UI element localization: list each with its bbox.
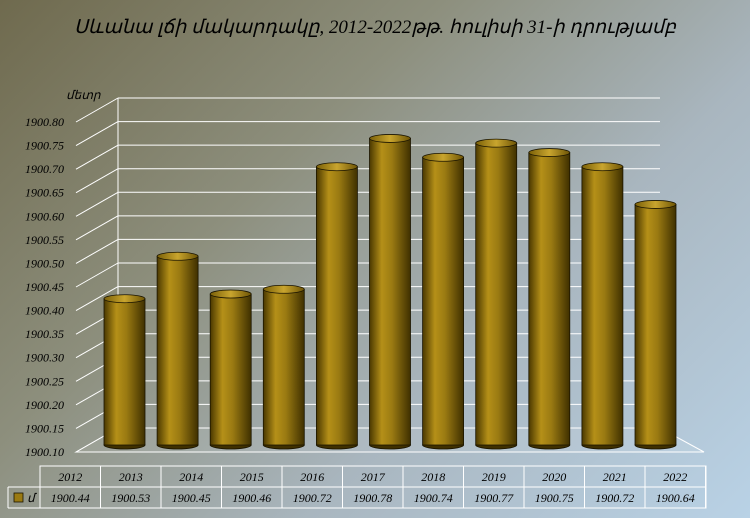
gridline-diag [75,97,119,123]
y-tick-label: 1900.55 [25,233,64,247]
y-tick-label: 1900.40 [25,304,64,318]
gridline-diag [75,191,119,217]
y-tick-label: 1900.50 [25,256,64,270]
gridline-diag [75,215,119,241]
x-tick-label: 2021 [603,470,627,484]
chart-title: Սևանա լճի մակարդակը, 2012-2022թթ. հուլիս… [74,17,676,38]
legend-label: մ [27,491,38,505]
gridline-diag [75,121,119,147]
x-tick-label: 2017 [361,470,386,484]
bar [103,294,146,450]
y-tick-label: 1900.80 [25,115,64,129]
gridline-diag [75,286,119,312]
y-tick-label: 1900.65 [25,186,64,200]
data-label: 1900.72 [293,491,332,505]
data-label: 1900.53 [111,491,150,505]
x-tick-label: 2020 [542,470,566,484]
bars-layer [103,134,677,450]
y-tick-label: 1900.10 [25,445,64,459]
x-tick-label: 2014 [179,470,203,484]
y-axis-ticks: 1900.10 1900.15 1900.20 1900.25 1900.30 1900.… [25,115,64,459]
bar [475,138,518,450]
y-tick-label: 1900.25 [25,374,64,388]
bar [528,148,571,450]
data-label: 1900.46 [232,491,271,505]
bar [262,284,305,450]
y-tick-label: 1900.20 [25,398,64,412]
gridline-diag [75,238,119,264]
x-tick-label: 2022 [663,470,687,484]
y-tick-label: 1900.75 [25,139,64,153]
y-tick-label: 1900.30 [25,351,64,365]
y-tick-label: 1900.70 [25,162,64,176]
y-tick-label: 1900.45 [25,280,64,294]
bar [581,162,624,450]
data-label: 1900.72 [595,491,634,505]
bar [209,289,252,450]
data-label: 1900.78 [353,491,392,505]
y-tick-label: 1900.15 [25,421,64,435]
legend-swatch [13,492,24,503]
data-table: 2012 1900.44 2013 1900.53 2014 1900.45 2015 190… [7,465,707,509]
gridline-diag [75,262,119,288]
x-tick-label: 2016 [300,470,324,484]
gridline-diag [75,144,119,170]
bar [315,162,358,450]
data-label: 1900.74 [414,491,453,505]
data-label: 1900.45 [172,491,211,505]
data-label: 1900.64 [656,491,695,505]
bar [634,200,677,450]
bar [422,152,465,450]
x-tick-label: 2015 [240,470,264,484]
y-tick-label: 1900.60 [25,209,64,223]
data-label: 1900.75 [535,491,574,505]
y-axis-label: մետր [66,88,101,102]
x-tick-label: 2018 [421,470,445,484]
gridline-diag [75,168,119,194]
data-label: 1900.44 [51,491,90,505]
bar [156,251,199,450]
x-tick-label: 2012 [58,470,82,484]
bar [369,134,411,450]
y-tick-label: 1900.35 [25,327,64,341]
x-tick-label: 2013 [119,470,143,484]
x-tick-label: 2019 [482,470,506,484]
data-label: 1900.77 [474,491,514,505]
